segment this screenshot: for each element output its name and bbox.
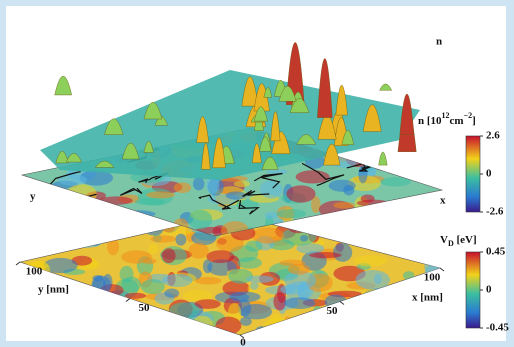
middle-y-label: y: [30, 191, 36, 203]
texture-blob: [174, 182, 191, 193]
colorbar-tick-label: 0: [486, 168, 492, 180]
texture-blob: [188, 210, 212, 229]
texture-blob: [245, 241, 262, 252]
texture-blob: [162, 274, 192, 287]
texture-blob: [120, 266, 134, 282]
label-part: cm: [450, 115, 464, 127]
label-part: V: [440, 234, 448, 246]
texture-blob: [343, 185, 354, 196]
texture-blob: [148, 243, 158, 254]
texture-blob: [164, 288, 179, 297]
label-part: −2: [464, 111, 473, 120]
surface-label: n: [436, 36, 442, 48]
colorbar-tick-label: 0: [486, 284, 492, 296]
colorbar: [466, 252, 480, 328]
texture-blob: [361, 195, 375, 203]
texture-blob: [206, 250, 234, 263]
texture-blob: [276, 209, 306, 218]
texture-blob: [296, 170, 330, 183]
y-tick-label: 100: [26, 266, 43, 278]
texture-blob: [195, 299, 221, 309]
texture-blob: [162, 248, 176, 263]
texture-blob: [300, 235, 308, 242]
x-axis-label: x [nm]: [412, 292, 443, 304]
texture-blob: [175, 234, 186, 246]
label-part: 12: [442, 111, 450, 120]
texture-blob: [333, 243, 352, 262]
texture-blob: [188, 243, 208, 259]
colorbar: [466, 136, 480, 212]
texture-blob: [146, 191, 175, 198]
texture-blob: [121, 250, 152, 263]
texture-blob: [135, 198, 165, 205]
label-part: ]: [472, 115, 476, 127]
colorbar-tick-label: -0.45: [486, 322, 509, 334]
texture-blob: [286, 185, 315, 202]
texture-blob: [240, 317, 252, 326]
texture-blob: [288, 264, 310, 275]
colorbar-tick-label: 0.45: [486, 246, 506, 258]
texture-blob: [229, 292, 260, 302]
colorbar-tick-label: 2.6: [486, 130, 500, 142]
texture-blob: [354, 255, 387, 266]
colorbar-tick-label: -2.6: [486, 206, 504, 218]
texture-blob: [125, 293, 146, 299]
texture-blob: [380, 177, 411, 186]
texture-blob: [141, 279, 165, 294]
texture-blob: [309, 252, 341, 258]
label-part: n [10: [418, 115, 442, 127]
figure: n y x n [1012cm−2] VD [eV] y [nm] x [nm]…: [0, 0, 514, 347]
texture-blob: [265, 212, 279, 220]
texture-blob: [333, 202, 355, 209]
middle-x-label: x: [440, 195, 446, 207]
texture-blob: [195, 277, 222, 284]
y-axis-label: y [nm]: [38, 284, 69, 296]
texture-blob: [284, 297, 315, 309]
texture-blob: [237, 257, 262, 269]
texture-blob: [193, 177, 205, 190]
texture-blob: [150, 235, 176, 242]
y-tick-label: 50: [139, 302, 151, 314]
x-tick-label: 50: [327, 305, 339, 317]
x-tick-label: 0: [240, 337, 246, 347]
texture-blob: [280, 284, 305, 294]
x-tick-label: 100: [424, 272, 441, 284]
texture-blob: [250, 282, 258, 290]
label-part: [eV]: [454, 234, 477, 246]
texture-blob: [260, 180, 282, 198]
texture-blob: [246, 275, 274, 282]
